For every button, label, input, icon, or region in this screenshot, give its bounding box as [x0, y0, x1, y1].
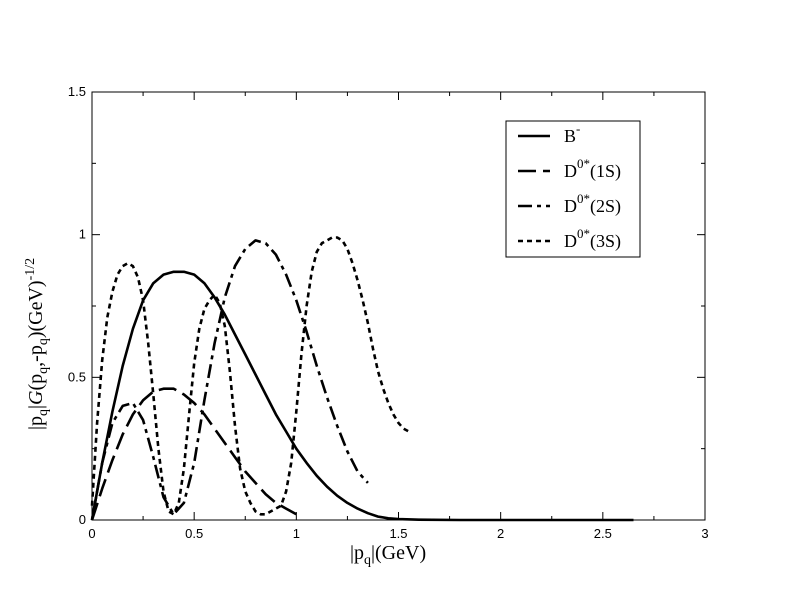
y-tick-label: 1 [79, 227, 86, 242]
x-tick-label: 2 [497, 526, 504, 541]
x-tick-label: 1.5 [389, 526, 407, 541]
axis-ticks: 0 0.5 1 1.5 2 2.5 3 0 0.5 1 1.5 [68, 84, 709, 541]
x-tick-label: 0.5 [185, 526, 203, 541]
x-tick-label: 3 [701, 526, 708, 541]
series-group [90, 236, 634, 522]
legend-label-3: D0*(3S) [564, 226, 621, 252]
y-tick-label: 0 [79, 512, 86, 527]
y-tick-label: 0.5 [68, 369, 86, 384]
y-tick-label: 1.5 [68, 84, 86, 99]
legend-label-2: D0*(2S) [564, 191, 621, 217]
x-tick-label: 2.5 [594, 526, 612, 541]
legend-box [505, 120, 641, 258]
series-line-2 [90, 239, 369, 521]
x-tick-label: 0 [88, 526, 95, 541]
series-line-3 [90, 236, 410, 516]
x-axis-label: |pq|(GeV) [350, 542, 426, 568]
legend: B- D0*(1S) D0*(2S) D0*(3S) [505, 120, 641, 258]
legend-label-1: D0*(1S) [564, 156, 621, 182]
series-line-1 [90, 387, 297, 521]
legend-label-0: B- [564, 121, 580, 146]
series-line-0 [90, 270, 634, 522]
y-axis-label: |pq|G(pq,-pq)(GeV)-1/2 [23, 258, 51, 430]
x-tick-label: 1 [293, 526, 300, 541]
